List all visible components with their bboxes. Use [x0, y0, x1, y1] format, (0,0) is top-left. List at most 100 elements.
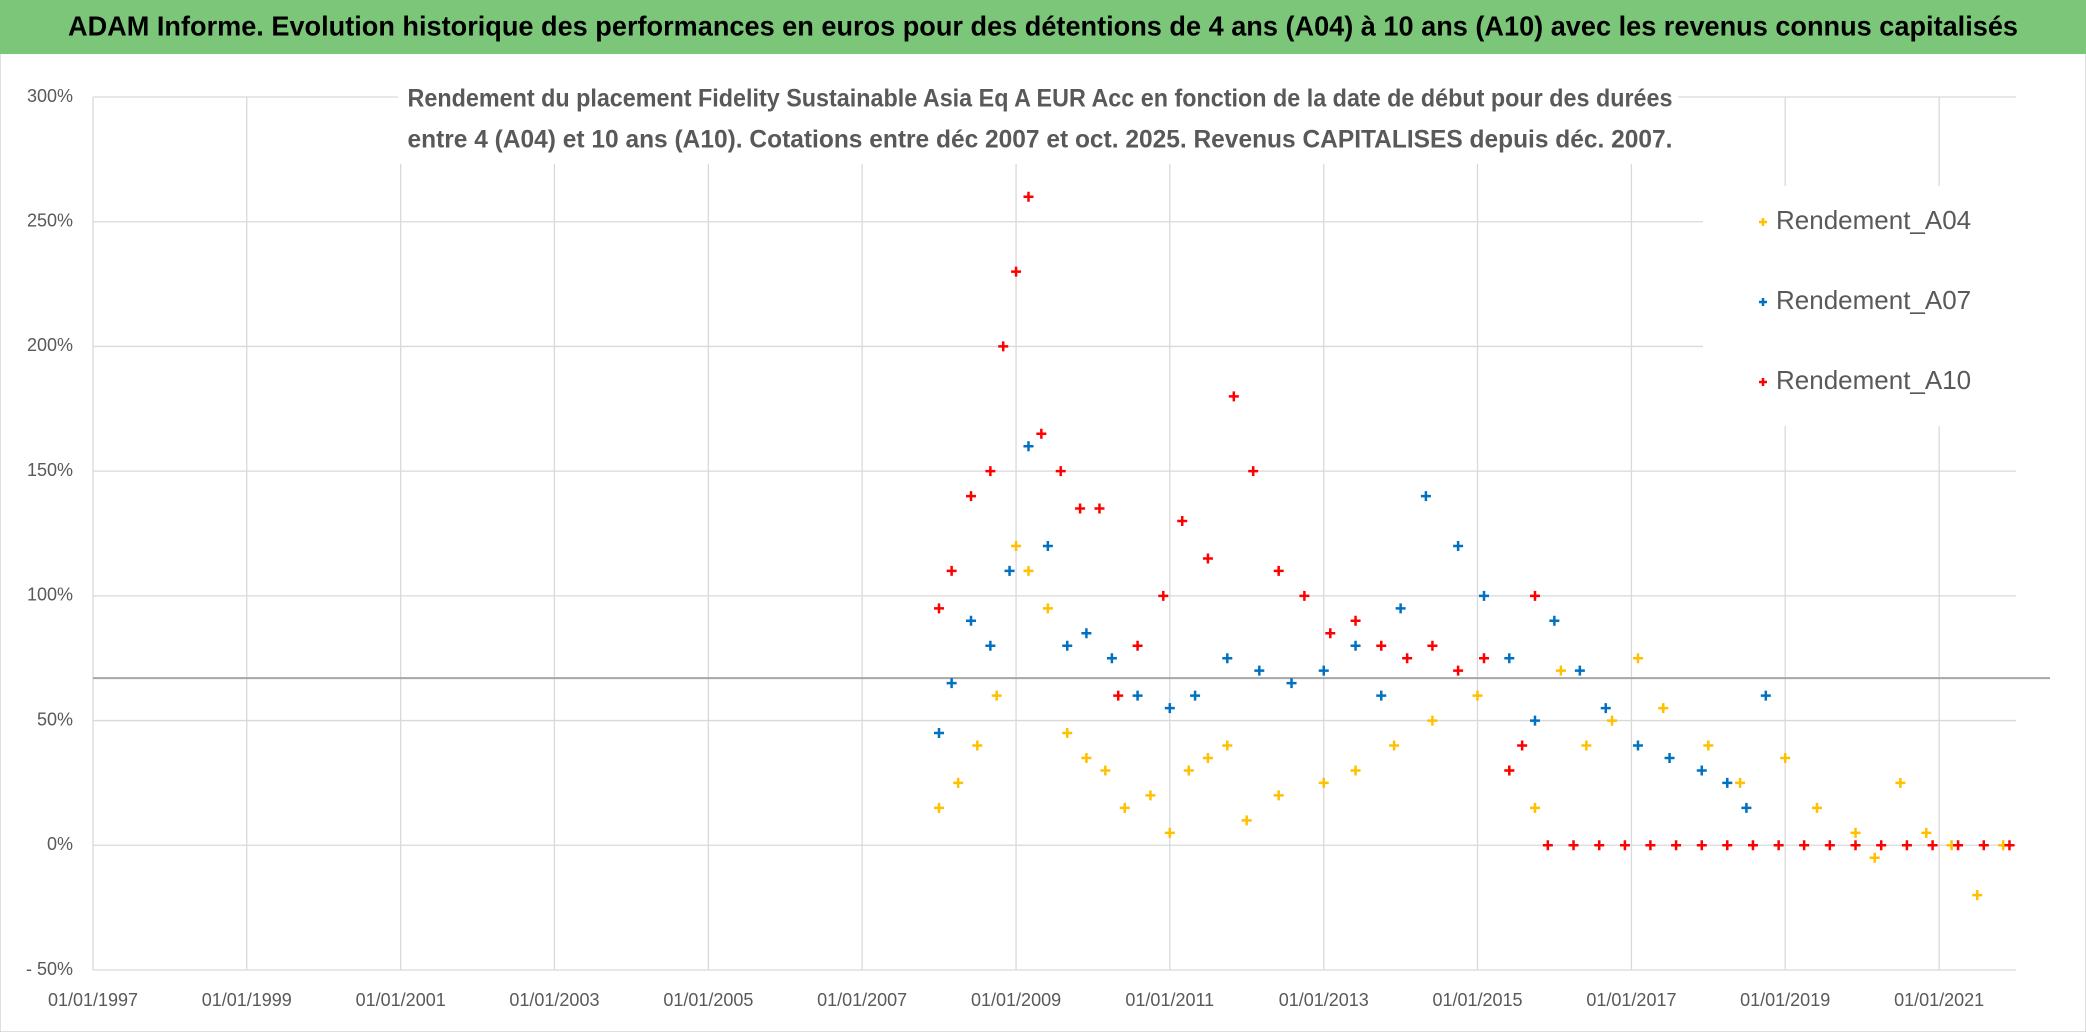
marker [1222, 653, 1233, 664]
marker [1023, 441, 1034, 452]
marker [1325, 628, 1336, 639]
x-tick-label: 01/01/1999 [202, 990, 292, 1010]
marker [1658, 703, 1669, 714]
marker [1632, 653, 1643, 664]
marker [2004, 840, 2015, 851]
marker [1106, 653, 1117, 664]
marker [1286, 678, 1297, 689]
marker [1376, 640, 1387, 651]
marker [1177, 516, 1188, 527]
marker [1011, 266, 1022, 277]
marker [1850, 827, 1861, 838]
marker [933, 603, 944, 614]
marker [1735, 777, 1746, 788]
legend-marker [1759, 218, 1767, 226]
y-tick-label: - 50% [26, 959, 73, 979]
marker [1760, 690, 1771, 701]
marker [1747, 840, 1758, 851]
marker [1696, 765, 1707, 776]
marker [1479, 590, 1490, 601]
x-tick-label: 01/01/2011 [1125, 990, 1214, 1010]
marker [1350, 615, 1361, 626]
marker [1703, 740, 1714, 751]
marker [965, 491, 976, 502]
marker [1607, 715, 1618, 726]
legend-box [1703, 186, 2016, 426]
marker [1850, 840, 1861, 851]
marker [1395, 603, 1406, 614]
y-tick-label: 50% [37, 709, 73, 729]
marker [1100, 765, 1111, 776]
y-tick-label: 150% [27, 460, 73, 480]
legend-marker [1759, 298, 1767, 306]
y-tick-label: 200% [27, 335, 73, 355]
marker [1062, 728, 1073, 739]
marker [1619, 840, 1630, 851]
marker [1318, 665, 1329, 676]
marker [1248, 466, 1259, 477]
marker [1542, 840, 1553, 851]
marker [1780, 752, 1791, 763]
marker [1555, 665, 1566, 676]
header-bar [0, 0, 2086, 54]
marker [985, 466, 996, 477]
marker [1632, 740, 1643, 751]
marker [1517, 740, 1528, 751]
x-tick-label: 01/01/2003 [509, 990, 599, 1010]
marker [1299, 590, 1310, 601]
marker [1241, 815, 1252, 826]
marker [1549, 615, 1560, 626]
marker [1876, 840, 1887, 851]
marker [1664, 752, 1675, 763]
marker [1190, 690, 1201, 701]
marker [1222, 740, 1233, 751]
marker [1273, 790, 1284, 801]
marker [1402, 653, 1413, 664]
marker [1389, 740, 1400, 751]
y-tick-label: 300% [27, 86, 73, 106]
marker [1504, 653, 1515, 664]
marker [1671, 840, 1682, 851]
x-tick-label: 01/01/2013 [1279, 990, 1369, 1010]
marker [953, 777, 964, 788]
marker [1318, 777, 1329, 788]
marker [1420, 491, 1431, 502]
title-background [398, 80, 1678, 164]
marker [946, 565, 957, 576]
marker [1901, 840, 1912, 851]
marker [1529, 715, 1540, 726]
marker [946, 678, 957, 689]
marker [1799, 840, 1810, 851]
x-tick-label: 01/01/1997 [48, 990, 138, 1010]
marker [1953, 840, 1964, 851]
marker [1350, 765, 1361, 776]
marker [1479, 653, 1490, 664]
marker [1119, 802, 1130, 813]
legend-label: Rendement_A04 [1776, 205, 1971, 235]
marker [1472, 690, 1483, 701]
marker [1055, 466, 1066, 477]
marker [1145, 790, 1156, 801]
marker [1004, 565, 1015, 576]
marker [1075, 503, 1086, 514]
marker [1042, 540, 1053, 551]
marker [1722, 840, 1733, 851]
x-tick-label: 01/01/2001 [356, 990, 446, 1010]
x-tick-label: 01/01/2009 [971, 990, 1061, 1010]
marker [1811, 802, 1822, 813]
marker [1722, 777, 1733, 788]
marker [933, 802, 944, 813]
y-tick-label: 100% [27, 585, 73, 605]
x-tick-label: 01/01/2019 [1740, 990, 1830, 1010]
marker [1978, 840, 1989, 851]
legend-label: Rendement_A07 [1776, 285, 1971, 315]
marker [1062, 640, 1073, 651]
marker [1568, 840, 1579, 851]
marker [1529, 802, 1540, 813]
marker [1427, 640, 1438, 651]
marker [1023, 191, 1034, 202]
marker [972, 740, 983, 751]
marker [1972, 890, 1983, 901]
marker [1164, 703, 1175, 714]
